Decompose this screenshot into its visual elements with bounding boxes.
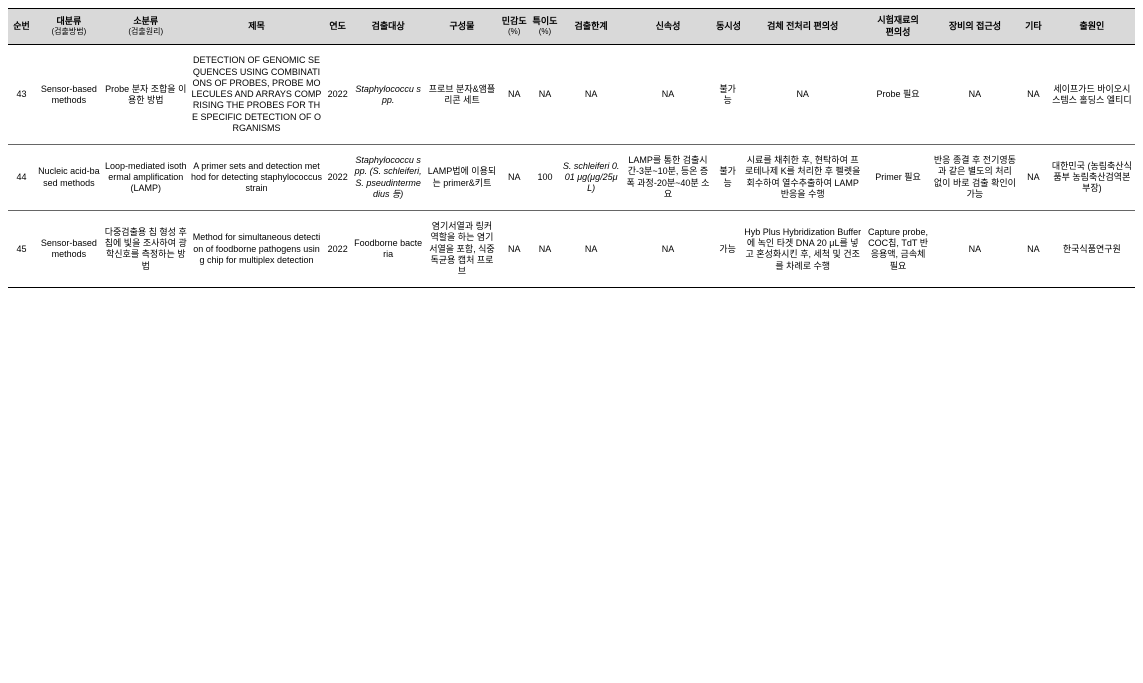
col-big: 대분류(검출방법): [35, 9, 103, 45]
col-year: 연도: [324, 9, 351, 45]
cell-target: Staphylococcu spp. (S. schleiferi, S. ps…: [351, 145, 425, 211]
col-sub: 소분류(검출원리): [103, 9, 189, 45]
cell-etc: NA: [1018, 145, 1049, 211]
col-preprocess: 검체 전처리 편의성: [741, 9, 864, 45]
col-sensitivity: 민감도(%): [499, 9, 530, 45]
detection-methods-table: 순번 대분류(검출방법) 소분류(검출원리) 제목 연도 검출대상 구성물 민감…: [8, 8, 1135, 288]
cell-specificity: 100: [530, 145, 561, 211]
cell-material: Capture probe, COC칩, TdT 반응용액, 금속체 필요: [864, 211, 932, 288]
cell-no: 44: [8, 145, 35, 211]
table-row: 43Sensor-based methodsProbe 분자 조합을 이용한 방…: [8, 45, 1135, 145]
col-applicant: 출원인: [1049, 9, 1135, 45]
col-material: 시험재료의 편의성: [864, 9, 932, 45]
cell-sensitivity: NA: [499, 211, 530, 288]
cell-component: 염기서열과 링커 역할을 하는 염기서열을 포함, 식중독균용 캡처 프로브: [425, 211, 499, 288]
cell-rapidity: NA: [622, 211, 714, 288]
cell-sub: Probe 분자 조합을 이용한 방법: [103, 45, 189, 145]
col-simultaneous: 동시성: [714, 9, 741, 45]
cell-component: LAMP법에 이용되는 primer&키트: [425, 145, 499, 211]
cell-applicant: 한국식품연구원: [1049, 211, 1135, 288]
cell-title: DETECTION OF GENOMIC SEQUENCES USING COM…: [189, 45, 324, 145]
cell-simultaneous: 불가능: [714, 45, 741, 145]
cell-title: A primer sets and detection method for d…: [189, 145, 324, 211]
cell-year: 2022: [324, 145, 351, 211]
cell-etc: NA: [1018, 45, 1049, 145]
cell-applicant: 세이프가드 바이오시스템스 홀딩스 엘티디: [1049, 45, 1135, 145]
cell-simultaneous: 불가능: [714, 145, 741, 211]
cell-sensitivity: NA: [499, 45, 530, 145]
cell-sub: Loop-mediated isothermal amplification (…: [103, 145, 189, 211]
cell-year: 2022: [324, 211, 351, 288]
cell-component: 프로브 분자&앰플리콘 세트: [425, 45, 499, 145]
col-rapidity: 신속성: [622, 9, 714, 45]
cell-preprocess: Hyb Plus Hybridization Buffer에 녹인 타겟 DNA…: [741, 211, 864, 288]
cell-equipment: NA: [932, 211, 1018, 288]
cell-big: Nucleic acid-based methods: [35, 145, 103, 211]
col-etc: 기타: [1018, 9, 1049, 45]
cell-material: Primer 필요: [864, 145, 932, 211]
cell-sensitivity: NA: [499, 145, 530, 211]
cell-etc: NA: [1018, 211, 1049, 288]
cell-preprocess: 시료를 채취한 후, 현탁하여 프로테나제 K를 처리한 후 펠렛을 회수하여 …: [741, 145, 864, 211]
cell-year: 2022: [324, 45, 351, 145]
cell-big: Sensor-based methods: [35, 211, 103, 288]
cell-equipment: NA: [932, 45, 1018, 145]
cell-limit: S. schleiferi 0.01 μg(μg/25μL): [560, 145, 622, 211]
cell-rapidity: LAMP를 통한 검출시간-3분~10분, 등온 증폭 과정-20분~40분 소…: [622, 145, 714, 211]
cell-equipment: 반응 종결 후 전기영동과 같은 별도의 처리 없이 바로 검출 확인이 가능: [932, 145, 1018, 211]
col-limit: 검출한계: [560, 9, 622, 45]
cell-no: 43: [8, 45, 35, 145]
cell-specificity: NA: [530, 211, 561, 288]
cell-limit: NA: [560, 45, 622, 145]
cell-limit: NA: [560, 211, 622, 288]
col-title: 제목: [189, 9, 324, 45]
cell-big: Sensor-based methods: [35, 45, 103, 145]
cell-target: Staphylococcu spp.: [351, 45, 425, 145]
cell-title: Method for simultaneous detection of foo…: [189, 211, 324, 288]
cell-material: Probe 필요: [864, 45, 932, 145]
cell-no: 45: [8, 211, 35, 288]
cell-simultaneous: 가능: [714, 211, 741, 288]
header-row: 순번 대분류(검출방법) 소분류(검출원리) 제목 연도 검출대상 구성물 민감…: [8, 9, 1135, 45]
table-row: 44Nucleic acid-based methodsLoop-mediate…: [8, 145, 1135, 211]
col-specificity: 특이도(%): [530, 9, 561, 45]
cell-specificity: NA: [530, 45, 561, 145]
table-row: 45Sensor-based methods다중검출용 칩 형성 후 칩에 빛을…: [8, 211, 1135, 288]
col-target: 검출대상: [351, 9, 425, 45]
cell-preprocess: NA: [741, 45, 864, 145]
cell-applicant: 대한민국 (농림축산식품부 농림축산검역본부장): [1049, 145, 1135, 211]
cell-target: Foodborne bacteria: [351, 211, 425, 288]
cell-sub: 다중검출용 칩 형성 후 칩에 빛을 조사하여 광학신호를 측정하는 방법: [103, 211, 189, 288]
col-equipment: 장비의 접근성: [932, 9, 1018, 45]
cell-rapidity: NA: [622, 45, 714, 145]
col-no: 순번: [8, 9, 35, 45]
col-component: 구성물: [425, 9, 499, 45]
